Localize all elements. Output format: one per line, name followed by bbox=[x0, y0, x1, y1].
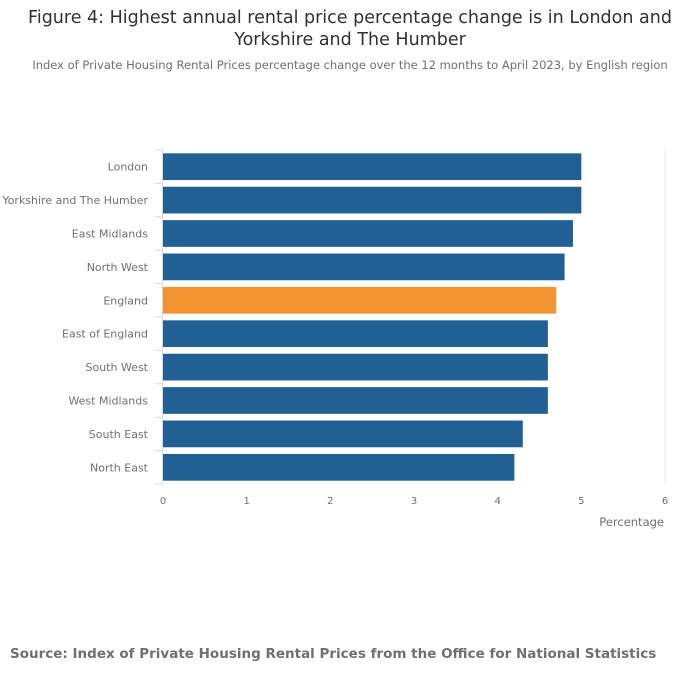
bar bbox=[163, 453, 515, 481]
category-label: East of England bbox=[62, 328, 148, 341]
chart-subtitle: Index of Private Housing Rental Prices p… bbox=[32, 58, 668, 72]
category-label: England bbox=[103, 294, 148, 307]
x-tick-label: 3 bbox=[411, 496, 417, 507]
category-label: London bbox=[108, 161, 148, 174]
x-axis-title: Percentage bbox=[599, 515, 664, 529]
bars bbox=[163, 153, 582, 481]
chart-title: Figure 4: Highest annual rental price pe… bbox=[28, 8, 672, 50]
category-label: South East bbox=[89, 428, 149, 441]
axis-lines bbox=[155, 149, 666, 485]
y-axis-labels: London Yorkshire and The Humber East Midla… bbox=[1, 161, 148, 475]
bar bbox=[163, 186, 582, 214]
bar bbox=[163, 286, 557, 314]
x-tick-label: 5 bbox=[578, 496, 584, 507]
x-tick-label: 6 bbox=[662, 496, 668, 507]
category-label: North East bbox=[90, 461, 149, 474]
category-label: West Midlands bbox=[68, 395, 148, 408]
category-label: East Midlands bbox=[72, 228, 149, 241]
bar bbox=[163, 153, 582, 181]
x-tick-label: 4 bbox=[494, 496, 500, 507]
bar bbox=[163, 420, 523, 448]
bar bbox=[163, 387, 548, 414]
source-note: Source: Index of Private Housing Rental … bbox=[10, 646, 657, 662]
x-tick-label: 0 bbox=[160, 496, 166, 507]
bar bbox=[163, 220, 573, 247]
x-axis-ticks: 0 1 2 3 4 5 6 bbox=[160, 496, 668, 507]
bar bbox=[163, 353, 548, 381]
category-label: South West bbox=[85, 361, 148, 374]
category-label: Yorkshire and The Humber bbox=[1, 194, 148, 207]
bar bbox=[163, 253, 565, 281]
bar bbox=[163, 320, 548, 348]
x-tick-label: 2 bbox=[327, 496, 333, 507]
x-tick-label: 1 bbox=[243, 496, 249, 507]
category-label: North West bbox=[87, 261, 149, 274]
